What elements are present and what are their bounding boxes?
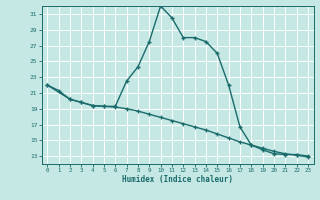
- X-axis label: Humidex (Indice chaleur): Humidex (Indice chaleur): [122, 175, 233, 184]
